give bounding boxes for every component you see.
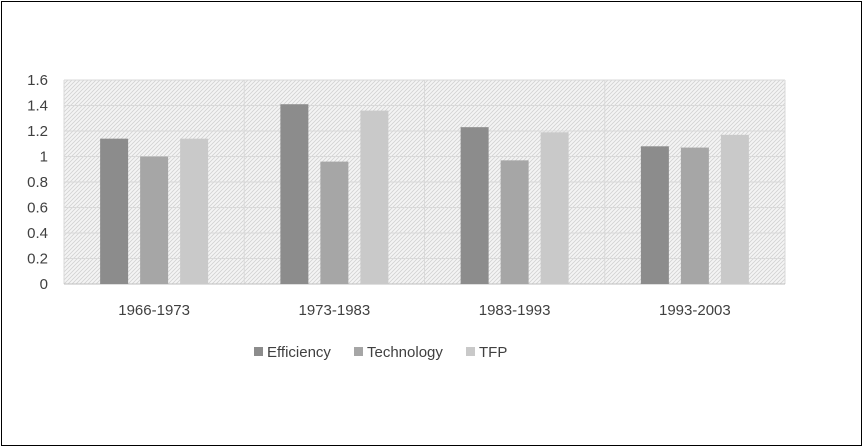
legend-swatch-technology: [354, 347, 363, 356]
bar-tfp-1993-2003: [720, 134, 749, 284]
y-tick-label: 1: [40, 149, 48, 166]
y-axis-ticks: 0 0.2 0.4 0.6 0.8 1 1.2 1.4 1.6: [27, 72, 48, 293]
y-tick-label: 1.6: [27, 72, 48, 89]
legend-swatch-tfp: [466, 347, 475, 356]
y-tick-label: 0: [40, 276, 48, 293]
bar-technology-1983-1993: [500, 160, 529, 284]
bar-tfp-1966-1973: [180, 138, 209, 284]
legend-label-efficiency: Efficiency: [267, 344, 331, 361]
y-tick-label: 1.4: [27, 98, 48, 115]
y-tick-label: 0.4: [27, 225, 48, 242]
x-tick-label: 1973-1983: [299, 302, 371, 319]
y-tick-label: 0.2: [27, 251, 48, 268]
legend-label-technology: Technology: [367, 344, 443, 361]
x-tick-label: 1983-1993: [479, 302, 551, 319]
legend: Efficiency Technology TFP: [254, 344, 507, 361]
y-tick-label: 0.8: [27, 174, 48, 191]
bars: [100, 104, 749, 284]
x-tick-label: 1993-2003: [659, 302, 731, 319]
bar-efficiency-1966-1973: [100, 138, 129, 284]
bar-technology-1966-1973: [140, 156, 169, 284]
bar-efficiency-1973-1983: [280, 104, 309, 284]
bar-technology-1993-2003: [680, 147, 709, 284]
x-tick-label: 1966-1973: [118, 302, 190, 319]
y-tick-label: 1.2: [27, 123, 48, 140]
bar-tfp-1983-1993: [540, 132, 569, 284]
legend-swatch-efficiency: [254, 347, 263, 356]
legend-label-tfp: TFP: [479, 344, 507, 361]
bar-efficiency-1983-1993: [460, 127, 489, 284]
x-axis-ticks: 1966-1973 1973-1983 1983-1993 1993-2003: [118, 302, 730, 319]
bar-tfp-1973-1983: [360, 110, 389, 284]
y-tick-label: 0.6: [27, 200, 48, 217]
bar-efficiency-1993-2003: [640, 146, 669, 284]
bar-technology-1973-1983: [320, 161, 349, 284]
